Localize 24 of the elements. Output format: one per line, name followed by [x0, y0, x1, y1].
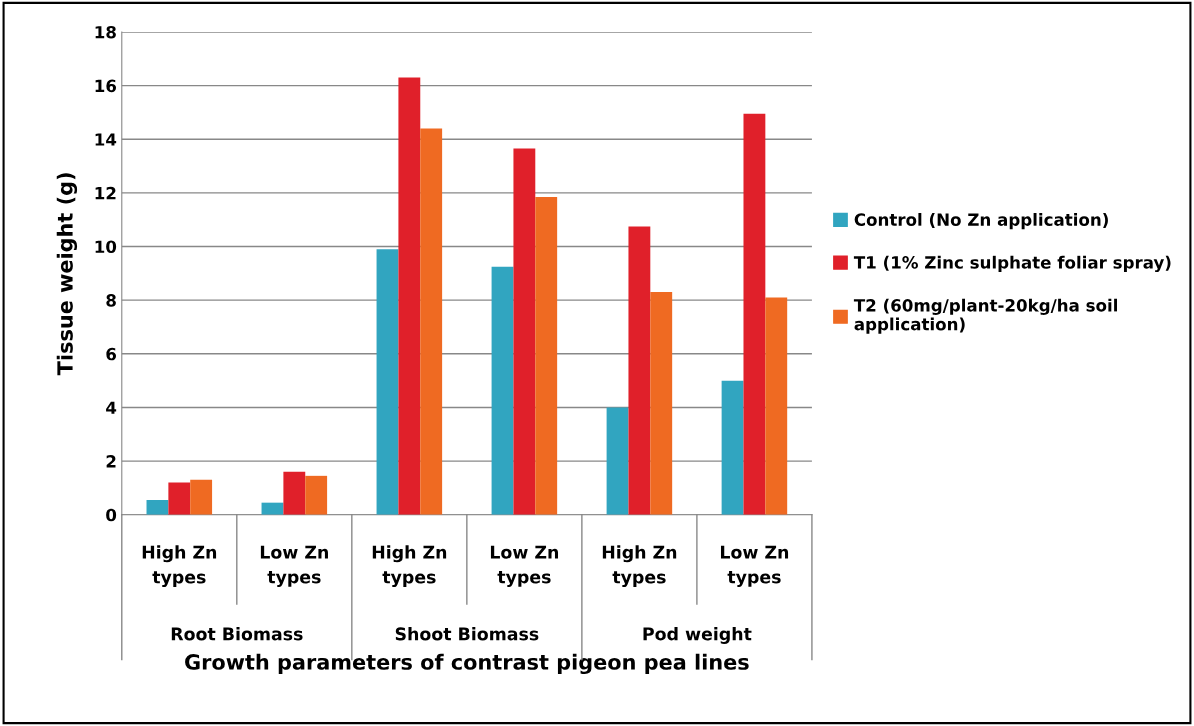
x-tick-label: Low Zn types	[490, 545, 559, 587]
y-tick-label: 10	[95, 240, 117, 254]
y-axis-title: Tissue weight (g)	[56, 173, 78, 376]
y-tick-label: 6	[106, 347, 117, 361]
y-tick-label: 14	[95, 133, 117, 146]
legend-label: T2 (60mg/plant-20kg/ha soil application)	[853, 298, 1118, 334]
x-axis-title: Growth parameters of contrast pigeon pea lines	[185, 653, 749, 675]
x-tick-label: Low Zn types	[720, 545, 789, 587]
text: Shoot Biomass	[395, 627, 539, 641]
x-tick-label: High Zn types	[142, 545, 217, 588]
y-tick-label: 0	[106, 508, 117, 522]
x-tick-label: High Zn types	[372, 545, 447, 588]
legend-label: T1 (1% Zinc sulphate foliar spray)	[853, 255, 1171, 273]
x-tick-label: High Zn types	[602, 545, 677, 588]
text: Root Biomass	[171, 627, 303, 641]
y-tick-label: 12	[95, 186, 116, 200]
text: Pod weight	[643, 626, 752, 644]
y-tick-label: 8	[106, 294, 116, 307]
y-tick-label: 18	[95, 25, 116, 39]
legend-label: Control (No Zn application)	[854, 213, 1108, 230]
x-tick-label: Low Zn types	[260, 545, 328, 587]
y-tick-label: 4	[106, 401, 117, 414]
y-tick-label: 2	[106, 455, 116, 468]
y-tick-label: 16	[95, 79, 117, 93]
